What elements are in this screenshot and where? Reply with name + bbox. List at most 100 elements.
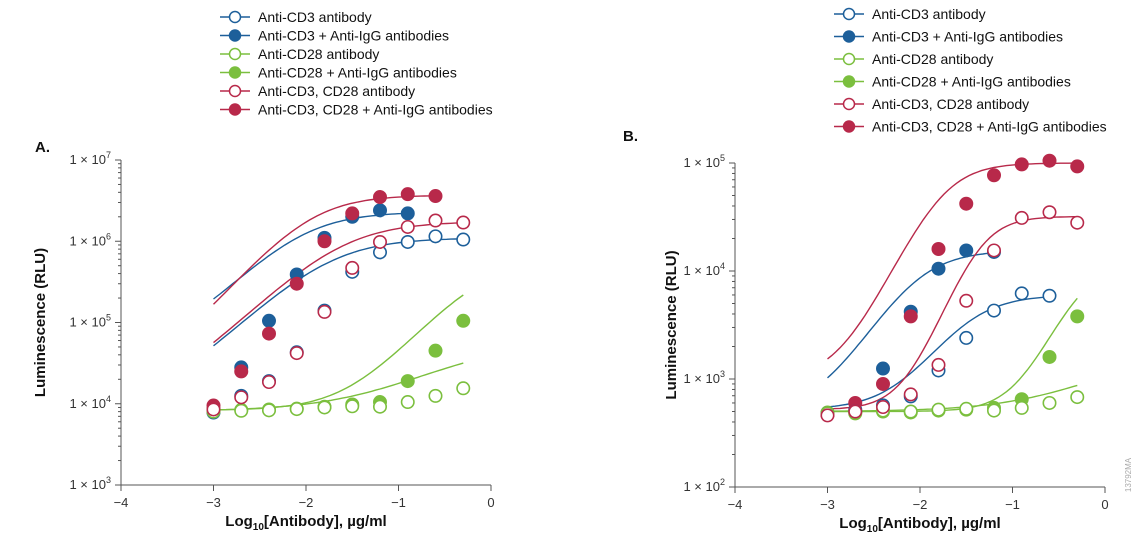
data-point: [959, 196, 974, 211]
x-tick-label: −4: [114, 495, 129, 510]
data-point: [400, 374, 415, 389]
data-point: [372, 203, 387, 218]
x-axis-title: Log10[Antibody], µg/ml: [839, 515, 1000, 535]
data-point: [234, 403, 249, 418]
data-point: [456, 313, 471, 328]
data-point: [1014, 157, 1029, 172]
y-tick-label: 1 × 103: [683, 369, 725, 386]
data-point: [959, 243, 974, 258]
data-point: [400, 234, 415, 249]
x-axis-title-part: [Antibody], µg/ml: [264, 513, 387, 530]
data-point: [456, 215, 471, 230]
x-tick-label: −1: [391, 495, 406, 510]
data-point: [345, 399, 360, 414]
data-point: [289, 402, 304, 417]
y-tick-exponent: 5: [106, 313, 111, 323]
y-axis-title: Luminescence (RLU): [663, 250, 680, 399]
y-tick-exponent: 4: [720, 261, 725, 271]
x-axis-title-part: [Antibody], µg/ml: [878, 515, 1001, 532]
data-point: [428, 229, 443, 244]
fit-curve: [213, 222, 464, 344]
legend-label: Anti-CD3, CD28 antibody: [872, 96, 1029, 112]
data-point: [372, 190, 387, 205]
legend-marker: [228, 84, 242, 98]
data-point: [931, 261, 946, 276]
y-tick-label: 1 × 104: [683, 261, 725, 278]
y-tick-label: 1 × 104: [69, 394, 111, 411]
data-point: [234, 364, 249, 379]
data-point: [261, 326, 276, 341]
x-tick-label: −3: [820, 497, 835, 512]
data-point: [986, 403, 1001, 418]
legend-marker: [842, 75, 856, 88]
legend-label: Anti-CD28 + Anti-IgG antibodies: [872, 74, 1071, 90]
data-point: [372, 399, 387, 414]
fit-curve: [213, 238, 464, 347]
fit-curve: [213, 294, 464, 411]
x-axis-title-part: Log: [839, 515, 867, 532]
legend-label: Anti-CD3, CD28 + Anti-IgG antibodies: [872, 119, 1107, 135]
figure-code: 13792MA: [1124, 457, 1133, 492]
x-axis-title-part: 10: [867, 524, 879, 535]
x-tick-label: −3: [206, 495, 221, 510]
data-point: [875, 400, 890, 415]
x-axis-title-part: 10: [253, 522, 265, 533]
y-axis-title: Luminescence (RLU): [32, 248, 49, 397]
data-point: [903, 309, 918, 324]
data-point: [289, 276, 304, 291]
data-point: [261, 403, 276, 418]
y-tick-exponent: 7: [106, 150, 111, 160]
y-tick-label: 1 × 105: [683, 153, 725, 170]
y-tick-exponent: 2: [720, 477, 725, 487]
x-tick-label: 0: [487, 495, 494, 510]
legend-marker: [842, 7, 856, 21]
fit-curve: [827, 296, 1050, 408]
data-point: [986, 303, 1001, 318]
data-point: [848, 404, 863, 419]
data-point: [345, 260, 360, 275]
data-point: [959, 330, 974, 345]
data-point: [289, 346, 304, 361]
data-point: [903, 404, 918, 419]
data-point: [456, 232, 471, 247]
data-point: [820, 408, 835, 423]
y-tick-label: 1 × 103: [69, 475, 111, 492]
data-point: [400, 206, 415, 221]
data-point: [931, 357, 946, 372]
fit-curve: [827, 216, 1078, 410]
data-point: [875, 361, 890, 376]
fit-curve: [213, 195, 436, 305]
data-point: [234, 390, 249, 405]
x-tick-label: −2: [299, 495, 314, 510]
data-point: [1014, 400, 1029, 415]
legend-marker: [842, 52, 856, 66]
legend-marker: [842, 120, 856, 133]
legend-marker: [228, 47, 242, 61]
legend-label: Anti-CD3 antibody: [872, 6, 986, 22]
data-point: [261, 313, 276, 328]
data-point: [261, 375, 276, 390]
data-point: [959, 401, 974, 416]
data-point: [317, 234, 332, 249]
panel-a: −4 −3 −2 −1 0 1 × 103 1 × 104 1 × 105 1 × 106 1 ×…: [32, 9, 495, 533]
data-point: [1042, 288, 1057, 303]
data-point: [400, 395, 415, 410]
data-point: [1070, 390, 1085, 405]
legend-marker: [228, 66, 242, 79]
y-tick-exponent: 3: [720, 369, 725, 379]
data-point: [986, 168, 1001, 183]
data-point: [400, 219, 415, 234]
legend-label: Anti-CD3, CD28 antibody: [258, 83, 415, 99]
data-point: [986, 243, 1001, 258]
data-point: [456, 381, 471, 396]
data-point: [428, 189, 443, 204]
legend-label: Anti-CD3 antibody: [258, 9, 372, 25]
y-tick-label: 1 × 107: [69, 150, 111, 167]
panel-label: B.: [623, 128, 638, 145]
data-point: [1042, 349, 1057, 364]
fit-curve: [827, 162, 1078, 360]
panel-b: −4 −3 −2 −1 0 1 × 102 1 × 103 1 × 104 1 × 105 Lum…: [623, 6, 1109, 535]
legend-marker: [228, 29, 242, 42]
y-tick-exponent: 6: [106, 231, 111, 241]
